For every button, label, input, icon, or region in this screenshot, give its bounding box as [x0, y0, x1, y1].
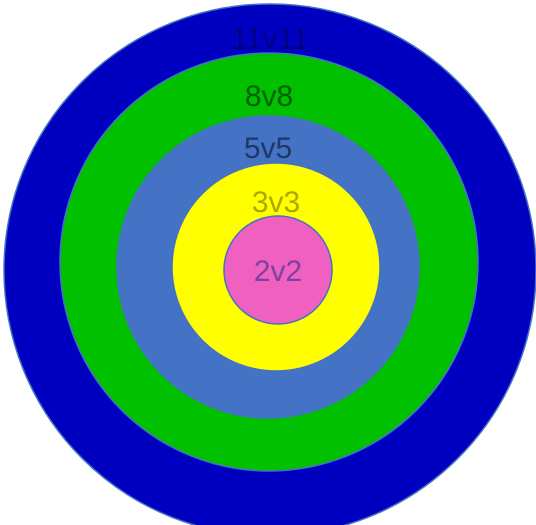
- labels-layer: 11v11 8v8 5v5 3v3 2v2: [231, 23, 308, 288]
- ring-label-5v5: 5v5: [244, 132, 292, 165]
- ring-2v2: [223, 215, 333, 325]
- ring-label-2v2: 2v2: [254, 255, 302, 288]
- ring-label-11v11: 11v11: [231, 23, 308, 56]
- ring-label-8v8: 8v8: [245, 80, 293, 113]
- ring-label-3v3: 3v3: [252, 186, 300, 219]
- rings-layer: [3, 3, 536, 525]
